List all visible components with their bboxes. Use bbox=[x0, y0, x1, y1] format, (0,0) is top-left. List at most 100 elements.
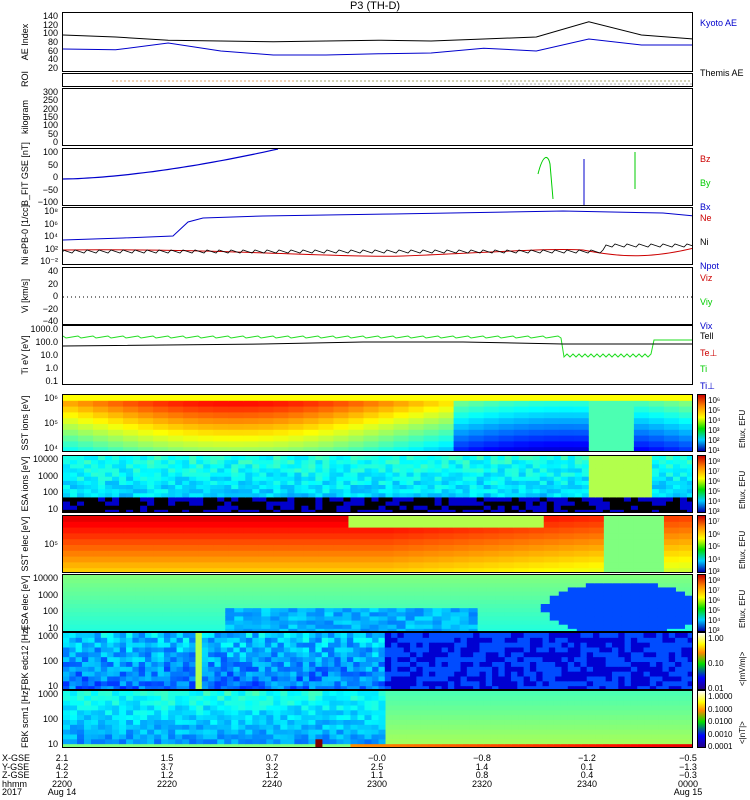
esa_i-cell bbox=[308, 480, 316, 486]
sst_e-cell bbox=[498, 550, 515, 558]
fbk1-cell bbox=[384, 686, 392, 689]
sst_e-cell bbox=[258, 521, 274, 529]
kp-ylabel: kilogram bbox=[20, 100, 30, 135]
esa_i-cell bbox=[483, 485, 492, 490]
esa_i-cell bbox=[84, 505, 92, 511]
fbk1-cell bbox=[346, 671, 354, 678]
esa_e-cell bbox=[603, 628, 614, 631]
sst_e-cell bbox=[648, 545, 665, 552]
esa_i-cell bbox=[567, 489, 576, 494]
sst_i-cell bbox=[513, 418, 530, 425]
sst_e-cell bbox=[168, 527, 184, 534]
esa_i-cell bbox=[532, 509, 541, 512]
esa_e-cell bbox=[351, 595, 362, 601]
fbk1-cell bbox=[63, 681, 70, 687]
esa_e-cell bbox=[450, 591, 461, 597]
fbk1-cell bbox=[182, 666, 190, 673]
sst_e-cell bbox=[408, 527, 425, 534]
fbk1-cell bbox=[397, 676, 405, 682]
fbk1-cell bbox=[378, 662, 386, 668]
esa_e-cell bbox=[225, 620, 235, 626]
fbk1-cell bbox=[264, 642, 272, 649]
sst_e-cell bbox=[258, 539, 274, 546]
sst_e-cell bbox=[108, 568, 124, 572]
esa_i-cell bbox=[357, 489, 366, 494]
sst_i-cell bbox=[213, 447, 229, 451]
esa_i-cell bbox=[476, 464, 485, 470]
esa_i-cell bbox=[224, 505, 232, 511]
esa_e-cell bbox=[207, 579, 217, 584]
sst_i-cell bbox=[243, 435, 259, 442]
esa_i-cell bbox=[616, 489, 625, 494]
sst_i-cell bbox=[618, 424, 635, 431]
esa_i-cell bbox=[336, 456, 345, 461]
fbk2-cell bbox=[238, 700, 246, 707]
fbk2-cell bbox=[105, 739, 113, 745]
esa_i-cell bbox=[609, 464, 618, 470]
sst_i-cell bbox=[228, 447, 244, 451]
esa_i-cell bbox=[420, 464, 429, 470]
esa_i-cell bbox=[336, 489, 345, 494]
fbk1-cell bbox=[384, 662, 392, 668]
fbk1-cell bbox=[523, 676, 531, 682]
esa_i-cell bbox=[609, 485, 618, 490]
fbk1-cell bbox=[454, 681, 462, 687]
esa_i-cell bbox=[413, 464, 422, 470]
esa_i-cell bbox=[126, 509, 134, 512]
esa_i-cell bbox=[630, 505, 639, 511]
esa_i-cell bbox=[546, 501, 555, 507]
esa_i-cell bbox=[378, 460, 387, 465]
fbk2-cell bbox=[63, 695, 71, 702]
esa_i-cell bbox=[329, 501, 338, 507]
roi-dot bbox=[136, 80, 138, 82]
esa_i-cell bbox=[525, 505, 534, 511]
esa_i-cell bbox=[364, 468, 373, 474]
fbk1-cell bbox=[586, 657, 594, 663]
fbk2-cell bbox=[105, 700, 113, 707]
esa_e-cell bbox=[639, 595, 650, 601]
fbk1-cell bbox=[435, 662, 443, 668]
fbk1-cell bbox=[119, 676, 127, 682]
esa_i-cell bbox=[224, 497, 232, 503]
fbk1-cell bbox=[624, 657, 632, 663]
esa_i-cell bbox=[371, 464, 380, 470]
fbk1-cell bbox=[574, 647, 582, 653]
esa_i-cell bbox=[364, 460, 373, 465]
sst_e-cell bbox=[573, 539, 590, 546]
fbk2-cell bbox=[280, 744, 288, 747]
esa_e-cell bbox=[252, 608, 262, 613]
fbk1-cell bbox=[309, 671, 316, 678]
fbk1-cell bbox=[258, 657, 266, 663]
fbk2-cell bbox=[175, 729, 183, 736]
esa_i-cell bbox=[301, 505, 309, 511]
esa_e-cell bbox=[603, 583, 614, 589]
fbk1-cell bbox=[258, 676, 266, 682]
esa_i-cell bbox=[112, 456, 120, 461]
fbk1-cell bbox=[599, 662, 607, 668]
fbk1-cell bbox=[391, 681, 399, 687]
fbk1-cell bbox=[447, 637, 455, 644]
fbk1-cell bbox=[208, 666, 216, 673]
esa_e-cell bbox=[576, 628, 587, 631]
fbk1-cell bbox=[605, 666, 613, 673]
sst_i-cell bbox=[63, 429, 79, 437]
esa_e-cell bbox=[594, 612, 605, 618]
esa_e-cell bbox=[396, 599, 407, 605]
esa_i-cell bbox=[175, 493, 183, 499]
sst_e-cell bbox=[528, 533, 545, 540]
fbk1-cell bbox=[473, 666, 481, 673]
fbk2-cell bbox=[217, 691, 225, 697]
esa_e-cell bbox=[279, 599, 289, 605]
esa_e-cell bbox=[531, 608, 542, 613]
fbk2-cell bbox=[273, 744, 281, 747]
fbk2-cell bbox=[140, 720, 148, 726]
fbk1-cell bbox=[466, 647, 474, 653]
esa_e-cell bbox=[369, 604, 380, 609]
esa_i-cell bbox=[413, 497, 422, 503]
esa_e-cell bbox=[684, 616, 692, 622]
roi-dot bbox=[642, 83, 644, 85]
fbk1-cell bbox=[523, 681, 531, 687]
esa_i-cell bbox=[406, 464, 415, 470]
fbk1-cell bbox=[428, 662, 436, 668]
fbk2-cell bbox=[126, 705, 134, 711]
